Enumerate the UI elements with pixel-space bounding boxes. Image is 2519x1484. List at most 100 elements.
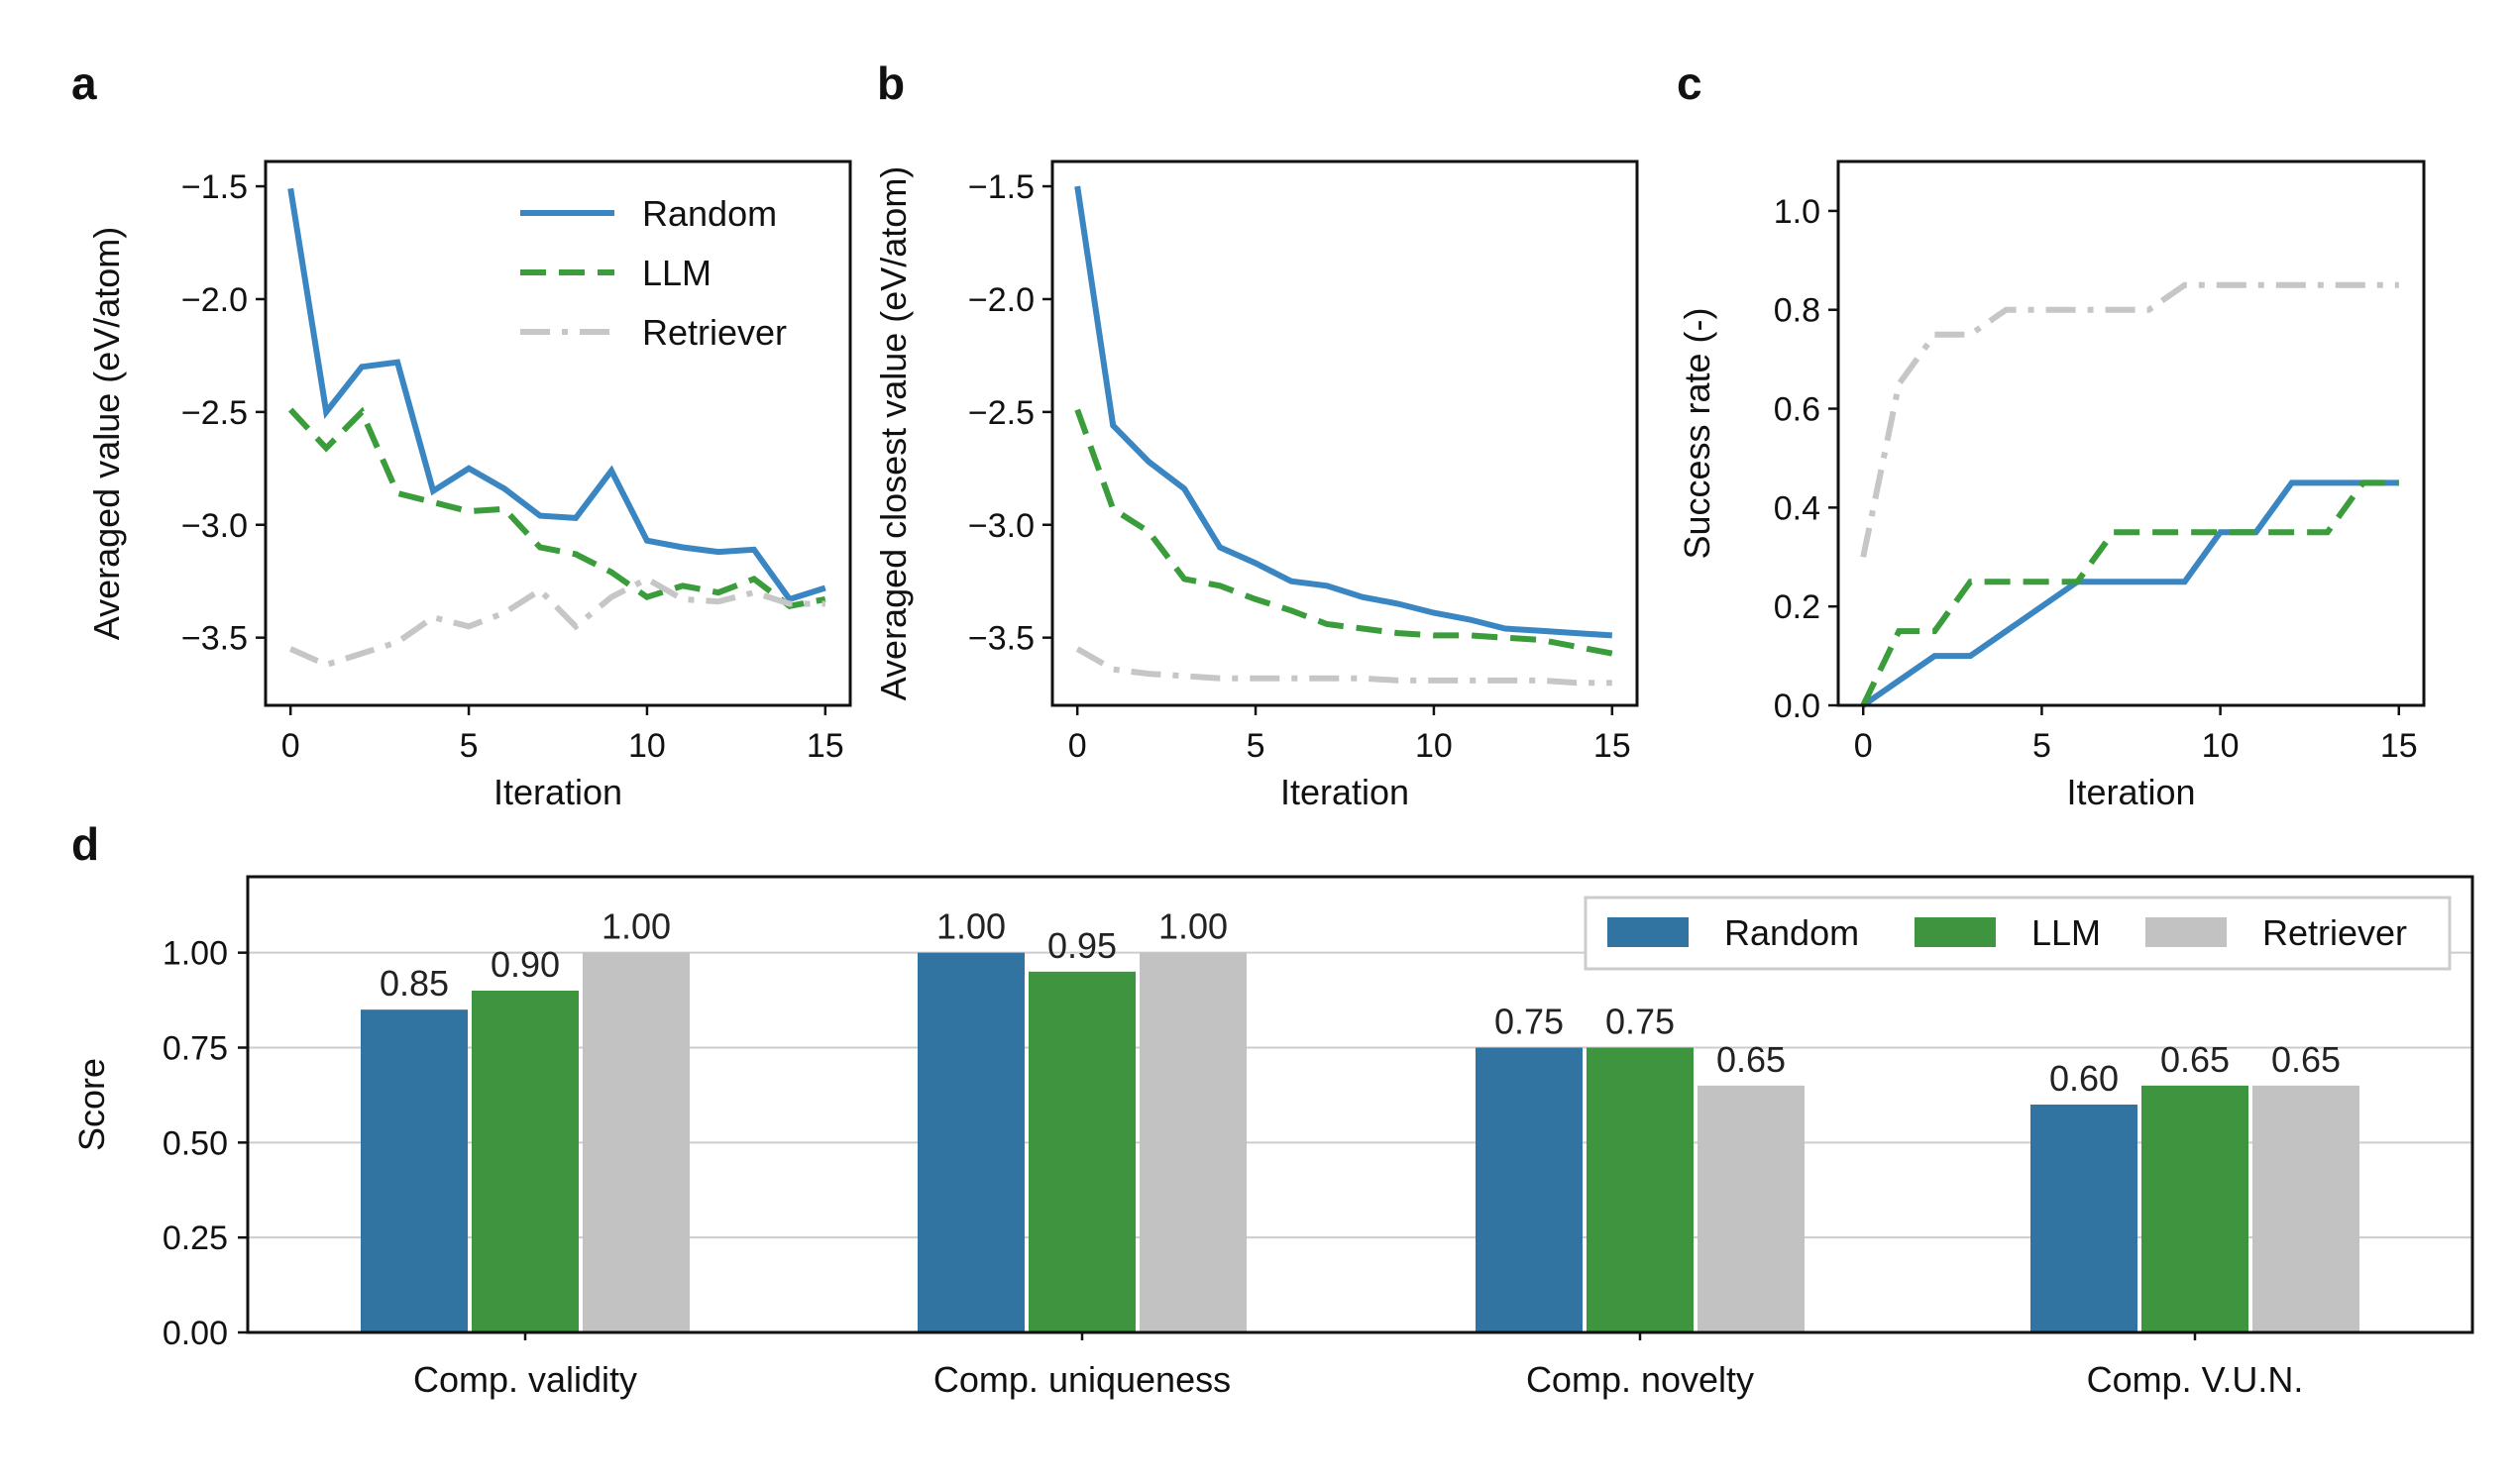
y-tick-label-a: −3.0 xyxy=(181,507,248,545)
legend-a: Random LLM Retriever xyxy=(520,193,787,353)
x-tick-label-a: 5 xyxy=(460,727,479,765)
y-tick-label-b: −2.0 xyxy=(968,281,1035,319)
x-tick-label-c: 15 xyxy=(2380,727,2418,765)
y-tick-label-c: 0.4 xyxy=(1774,489,1820,527)
y-axis-label-b: Averaged closest value (eV/atom) xyxy=(873,166,914,701)
legend-swatch-retriever xyxy=(2145,917,2227,947)
bar-random xyxy=(918,952,1025,1332)
y-tick-label-d: 1.00 xyxy=(163,935,228,973)
x-tick-label-b: 10 xyxy=(1415,727,1453,765)
y-tick-label-a: −2.5 xyxy=(181,394,248,432)
legend-label-retriever: Retriever xyxy=(2262,912,2407,953)
bar-value-label: 0.75 xyxy=(1605,1002,1675,1042)
x-axis-label-b: Iteration xyxy=(1280,772,1409,812)
bar-value-label: 1.00 xyxy=(602,906,671,947)
x-tick-label-a: 15 xyxy=(807,727,844,765)
y-tick-label-d: 0.75 xyxy=(163,1030,228,1068)
bar-value-label: 0.65 xyxy=(2271,1039,2341,1080)
y-tick-label-a: −3.5 xyxy=(181,620,248,658)
series-line-b-retriever xyxy=(1075,646,1612,687)
y-tick-label-a: −2.0 xyxy=(181,281,248,319)
y-tick-label-a: −1.5 xyxy=(181,168,248,206)
y-tick-label-b: −1.5 xyxy=(968,168,1035,206)
x-tick-label-b: 15 xyxy=(1593,727,1631,765)
line-chart-c: 0 5 10 15 0.0 0.2 0.4 0.6 0.8 1.0 Iteration Success… xyxy=(1677,159,2426,812)
legend-box-d xyxy=(1584,896,2452,971)
bar-llm xyxy=(1587,1047,1694,1332)
category-label: Comp. novelty xyxy=(1526,1359,1754,1400)
plot-frame-a xyxy=(264,159,852,707)
x-axis-label-c: Iteration xyxy=(2066,772,2195,812)
y-tick-label-d: 0.25 xyxy=(163,1219,228,1257)
bar-llm xyxy=(1029,971,1136,1332)
bar-retriever xyxy=(1140,952,1247,1332)
bar-value-label: 1.00 xyxy=(936,906,1006,947)
x-axis-label-a: Iteration xyxy=(493,772,622,812)
bar-llm xyxy=(2141,1085,2248,1332)
bar-value-label: 0.65 xyxy=(2160,1039,2230,1080)
bar-value-label: 0.85 xyxy=(380,963,449,1004)
x-tick-label-c: 5 xyxy=(2032,727,2051,765)
y-tick-label-b: −3.5 xyxy=(968,620,1035,658)
bar-value-label: 0.90 xyxy=(491,944,560,985)
bar-value-label: 1.00 xyxy=(1158,906,1228,947)
x-tick-label-a: 0 xyxy=(281,727,300,765)
line-chart-a: 0 5 10 15 −3.5 −3.0 −2.5 −2.0 −1.5 Iteration Avera… xyxy=(86,159,852,812)
y-axis-label-c: Success rate (-) xyxy=(1677,307,1717,559)
x-tick-label-c: 0 xyxy=(1854,727,1873,765)
plot-frame-b xyxy=(1050,159,1639,707)
y-tick-label-b: −2.5 xyxy=(968,394,1035,432)
series-line-c-random xyxy=(1861,479,2399,708)
x-tick-label-c: 10 xyxy=(2202,727,2240,765)
panel-letter-c: c xyxy=(1677,57,1702,109)
series-line-a-llm xyxy=(288,406,826,609)
x-tick-label-b: 5 xyxy=(1247,727,1265,765)
series-line-c-retriever xyxy=(1860,281,2399,558)
bar-random xyxy=(361,1009,468,1332)
category-label: Comp. V.U.N. xyxy=(2087,1359,2304,1400)
plot-frame-d xyxy=(246,875,2474,1334)
x-tick-label-a: 10 xyxy=(628,727,666,765)
series-line-b-llm xyxy=(1074,408,1613,657)
bar-chart-d: 0.85 0.90 1.00 Comp. validity 1.00 0.95 1.00 Co… xyxy=(71,875,2474,1400)
y-tick-label-d: 0.50 xyxy=(163,1124,228,1162)
plot-frame-c xyxy=(1836,159,2426,707)
bar-retriever xyxy=(583,952,690,1332)
legend-swatch-llm xyxy=(1915,917,1996,947)
y-axis-label-d: Score xyxy=(71,1058,112,1151)
y-axis-label-a: Averaged value (eV/atom) xyxy=(86,227,127,641)
panel-letter-d: d xyxy=(71,818,99,870)
series-line-a-random xyxy=(287,187,826,603)
y-tick-label-c: 0.0 xyxy=(1774,688,1820,725)
panel-letter-a: a xyxy=(71,57,97,109)
series-line-b-random xyxy=(1074,185,1612,639)
y-tick-label-b: −3.0 xyxy=(968,507,1035,545)
legend-label-random: Random xyxy=(642,193,777,234)
series-line-a-retriever xyxy=(288,575,825,669)
y-tick-label-c: 0.6 xyxy=(1774,391,1820,429)
bar-value-label: 0.75 xyxy=(1494,1002,1564,1042)
y-tick-label-c: 0.2 xyxy=(1774,588,1820,626)
bar-llm xyxy=(472,991,579,1332)
series-line-c-llm xyxy=(1860,479,2399,707)
y-tick-label-d: 0.00 xyxy=(163,1315,228,1352)
category-label: Comp. uniqueness xyxy=(933,1359,1231,1400)
bar-random xyxy=(2030,1105,2137,1332)
legend-label-llm: LLM xyxy=(2031,912,2101,953)
bar-value-label: 0.65 xyxy=(1716,1039,1786,1080)
legend-label-random: Random xyxy=(1724,912,1859,953)
bar-retriever xyxy=(1698,1085,1805,1332)
bar-random xyxy=(1476,1047,1583,1332)
y-tick-label-c: 0.8 xyxy=(1774,292,1820,330)
panel-letter-b: b xyxy=(877,57,905,109)
category-label: Comp. validity xyxy=(413,1359,637,1400)
bar-value-label: 0.60 xyxy=(2049,1058,2119,1099)
x-tick-label-b: 0 xyxy=(1068,727,1087,765)
line-chart-b: 0 5 10 15 −3.5 −3.0 −2.5 −2.0 −1.5 Iteration Avera… xyxy=(873,159,1639,812)
legend-d: Random LLM Retriever xyxy=(1584,896,2452,971)
legend-label-llm: LLM xyxy=(642,253,712,293)
bar-value-label: 0.95 xyxy=(1047,925,1117,966)
y-tick-label-c: 1.0 xyxy=(1774,193,1820,231)
legend-swatch-random xyxy=(1607,917,1689,947)
legend-label-retriever: Retriever xyxy=(642,312,787,353)
